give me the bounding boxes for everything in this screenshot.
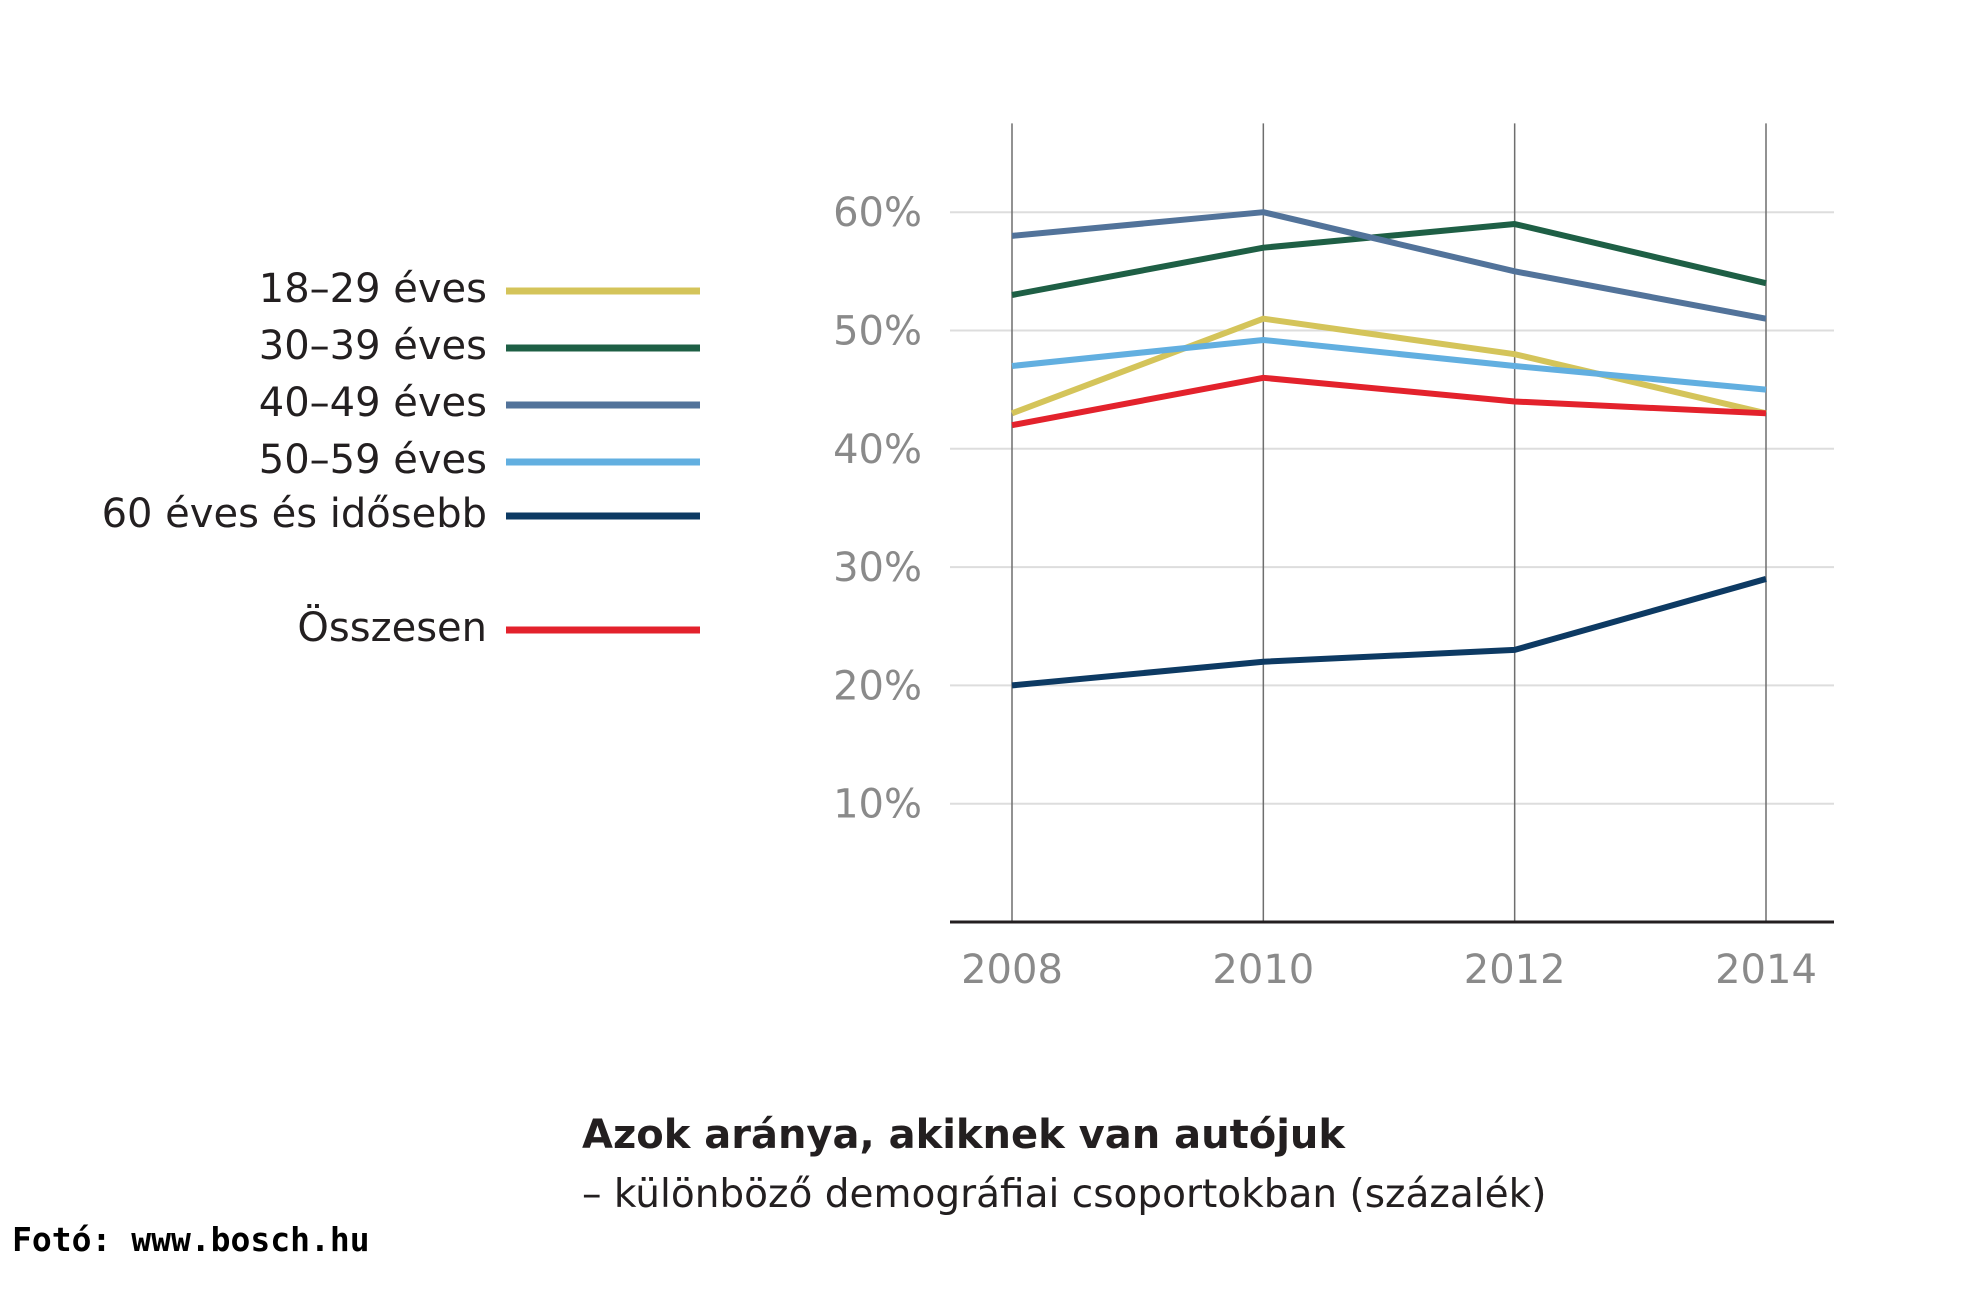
legend: 18–29 éves 30–39 éves 40–49 éves 50–59 éves…	[102, 266, 700, 651]
chart-subtitle: – különböző demográfiai csoportokban (sz…	[582, 1172, 1547, 1217]
legend-label: 50–59 éves	[259, 437, 487, 483]
series-line	[1011, 221, 1767, 298]
y-tick-label: 40%	[833, 427, 922, 473]
series-line	[1011, 374, 1767, 429]
series-line	[1011, 576, 1767, 689]
series-line	[1011, 209, 1767, 322]
series-line	[1011, 336, 1767, 393]
x-tick-label: 2014	[1715, 947, 1817, 993]
x-tick-label: 2008	[961, 947, 1063, 993]
year-vertical-lines	[1011, 123, 1767, 922]
x-tick-label: 2012	[1464, 947, 1566, 993]
y-axis-tick-labels: 10% 20% 30% 40% 50% 60%	[833, 190, 922, 828]
x-axis-tick-labels: 2008 2010 2012 2014	[961, 947, 1817, 993]
y-tick-label: 30%	[833, 545, 922, 591]
series-line	[1010, 315, 1767, 417]
legend-label: 30–39 éves	[259, 323, 487, 369]
y-tick-label: 60%	[833, 190, 922, 236]
legend-label: Összesen	[297, 603, 487, 651]
legend-label: 18–29 éves	[259, 266, 487, 312]
y-tick-label: 50%	[833, 309, 922, 355]
grid-lines	[950, 211, 1834, 805]
chart-title: Azok aránya, akiknek van autójuk	[582, 1112, 1345, 1158]
data-series	[1010, 209, 1767, 689]
photo-credit: Fotó: www.bosch.hu	[12, 1220, 370, 1259]
x-tick-label: 2010	[1212, 947, 1314, 993]
y-tick-label: 20%	[833, 663, 922, 709]
y-tick-label: 10%	[833, 782, 922, 828]
legend-label: 60 éves és idősebb	[102, 491, 487, 537]
legend-label: 40–49 éves	[259, 380, 487, 426]
